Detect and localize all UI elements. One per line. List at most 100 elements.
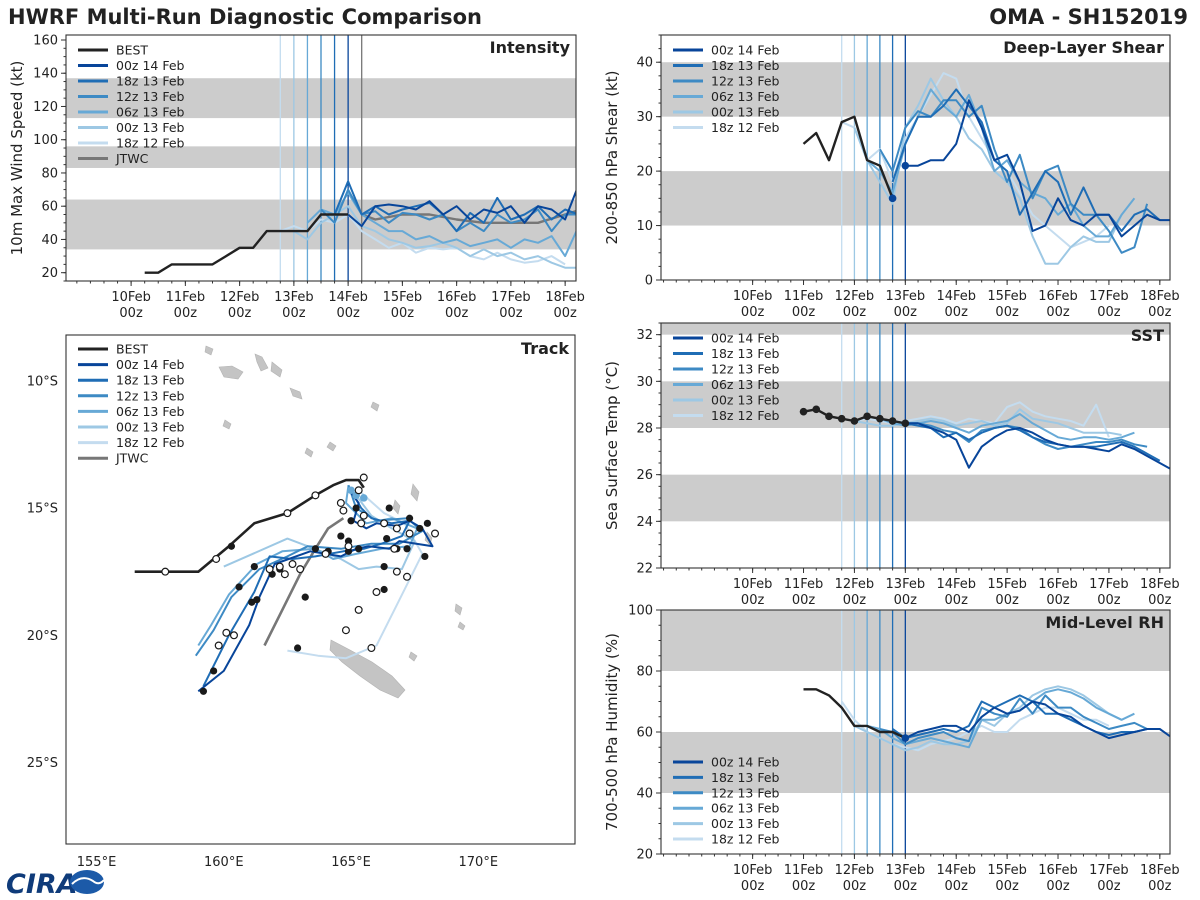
y-tick-label: 30 (636, 375, 653, 390)
legend-label-18z-12-feb: 18z 12 Feb (116, 435, 185, 450)
x-tick-hour: 00z (445, 306, 469, 321)
x-tick-date: 14Feb (936, 577, 976, 592)
panel-title-intensity: Intensity (490, 38, 571, 57)
x-tick-hour: 00z (741, 305, 765, 320)
x-tick-date: 11Feb (166, 290, 206, 305)
y-axis-label-rh: 700-500 hPa Humidity (%) (603, 633, 621, 831)
legend-label-18z-13-feb: 18z 13 Feb (711, 770, 780, 785)
y-tick-label: 24 (636, 515, 653, 530)
series-best (144, 213, 349, 274)
track-marker-hollow (283, 509, 292, 518)
x-tick-date: 10Feb (111, 290, 151, 305)
x-tick-date: 13Feb (886, 863, 926, 878)
legend-label-00z-13-feb: 00z 13 Feb (711, 816, 780, 831)
track-marker-filled (253, 596, 261, 604)
y-tick-label: 60 (41, 200, 58, 215)
track-marker-filled (355, 545, 363, 553)
x-tick-hour: 00z (843, 305, 867, 320)
marker-best (888, 417, 897, 425)
x-tick-hour: 00z (792, 879, 816, 894)
threshold-band (661, 323, 1170, 335)
cira-logo-swirl-icon (70, 870, 104, 894)
legend-label-00z-13-feb: 00z 13 Feb (711, 393, 780, 408)
x-tick-date: 17Feb (1089, 863, 1129, 878)
legend-label-00z-14-feb: 00z 14 Feb (711, 331, 780, 346)
track-marker-hollow (321, 549, 330, 558)
track-marker-hollow (336, 498, 345, 507)
island-shape (410, 483, 420, 502)
track-marker-filled (301, 593, 309, 601)
cira-logo: CIRA (6, 869, 105, 900)
init-position-marker (359, 494, 368, 502)
track-marker-filled (210, 667, 218, 675)
series-18z-13-feb (333, 180, 576, 233)
x-tick-hour: 00z (228, 306, 252, 321)
x-tick-hour: 00z (741, 879, 765, 894)
panel-rh: 2040608010010Feb00z11Feb00z12Feb00z13Feb… (603, 604, 1180, 895)
x-tick-date: 18Feb (1140, 289, 1180, 304)
x-tick-hour: 00z (1046, 305, 1070, 320)
island-shape (457, 621, 466, 631)
marker-best (863, 412, 871, 421)
x-tick-hour: 00z (792, 593, 816, 608)
panel-sst: 22242628303210Feb00z11Feb00z12Feb00z13Fe… (603, 322, 1180, 608)
x-tick-date: 10Feb (733, 289, 773, 304)
series-18z-12-feb (841, 72, 1110, 249)
track-marker-hollow (354, 605, 363, 614)
track-marker-filled (405, 514, 414, 522)
plot-area-sst (661, 323, 1170, 568)
x-tick-date: 15Feb (383, 290, 423, 305)
y-tick-label: 0 (645, 274, 653, 289)
x-tick-date: 10Feb (733, 577, 773, 592)
lat-tick-label: 15°S (27, 502, 58, 517)
panel-track: 155°E 160°E 165°E 170°E 10°S 15°S 20°S 25°S Trac… (27, 334, 576, 870)
track-marker-filled (421, 552, 429, 561)
island-shape (222, 419, 232, 430)
x-tick-date: 10Feb (733, 863, 773, 878)
legend-label-18z-12-feb: 18z 12 Feb (711, 408, 780, 423)
x-tick-date: 13Feb (886, 577, 926, 592)
y-tick-label: 20 (636, 165, 653, 180)
y-tick-label: 80 (41, 166, 58, 181)
track-marker-hollow (339, 506, 348, 515)
y-tick-label: 32 (636, 328, 653, 343)
island-shape (270, 361, 283, 378)
lat-tick-label: 20°S (27, 629, 58, 644)
x-tick-hour: 00z (894, 305, 918, 320)
x-tick-hour: 00z (119, 306, 143, 321)
x-tick-date: 18Feb (1140, 863, 1180, 878)
track-marker-hollow (372, 588, 381, 597)
marker-best (901, 734, 910, 742)
y-tick-label: 40 (636, 787, 653, 802)
x-tick-date: 13Feb (886, 289, 926, 304)
legend-label-12z-13-feb: 12z 13 Feb (711, 74, 780, 89)
x-tick-date: 18Feb (545, 290, 585, 305)
x-tick-date: 16Feb (437, 290, 477, 305)
x-tick-date: 11Feb (784, 863, 824, 878)
panel-shear: 01020304010Feb00z11Feb00z12Feb00z13Feb00… (603, 34, 1180, 320)
x-tick-date: 14Feb (328, 290, 368, 305)
track-marker-hollow (392, 524, 401, 533)
legend-label-18z-13-feb: 18z 13 Feb (116, 373, 185, 388)
series-18z-12-feb (841, 401, 1110, 438)
y-tick-label: 26 (636, 468, 653, 483)
x-tick-hour: 00z (945, 879, 969, 894)
marker-best (812, 405, 821, 414)
x-tick-hour: 00z (1097, 593, 1121, 608)
x-tick-hour: 00z (1046, 593, 1070, 608)
marker-best (850, 417, 859, 425)
track-marker-hollow (288, 560, 297, 569)
series-06z-13-feb (866, 688, 1135, 749)
series-00z-13-feb (293, 205, 576, 269)
x-tick-date: 12Feb (835, 863, 875, 878)
y-axis-label-sst: Sea Surface Temp (°C) (603, 361, 621, 530)
x-tick-date: 17Feb (1089, 289, 1129, 304)
legend-label-12z-13-feb: 12z 13 Feb (711, 362, 780, 377)
x-tick-date: 13Feb (274, 290, 314, 305)
track-marker-hollow (212, 554, 221, 563)
x-tick-hour: 00z (995, 305, 1019, 320)
series-12z-13-feb (879, 417, 1148, 450)
track-marker-hollow (280, 570, 289, 579)
y-tick-label: 40 (636, 56, 653, 71)
